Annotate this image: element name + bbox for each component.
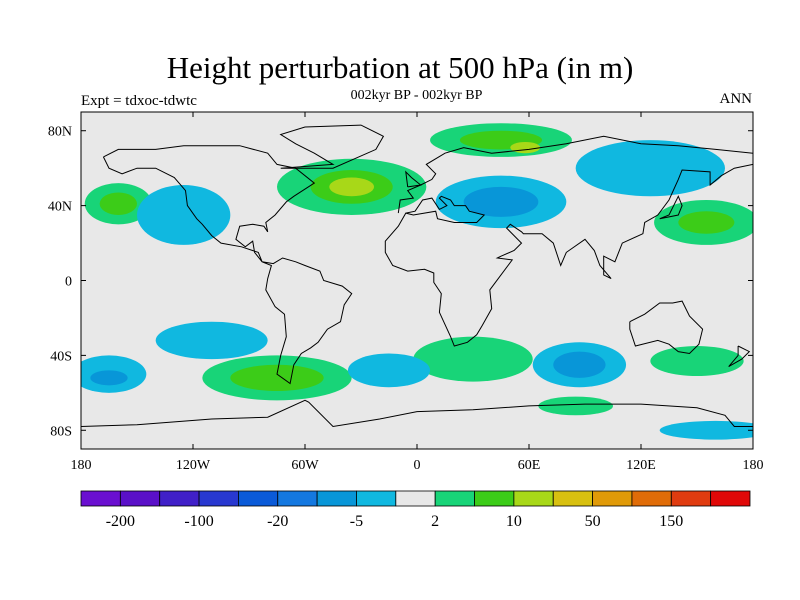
colorbar-label-3: -5 bbox=[350, 513, 363, 530]
colorbar-box-10 bbox=[474, 490, 515, 507]
coastline-8 bbox=[728, 345, 751, 368]
anomaly-contour-25 bbox=[659, 420, 753, 440]
colorbar-box-3 bbox=[198, 490, 239, 507]
colorbar-label-4: 2 bbox=[431, 513, 439, 530]
colorbar-box-11 bbox=[513, 490, 554, 507]
anomaly-contour-16 bbox=[463, 186, 539, 217]
anomaly-contour-12 bbox=[413, 336, 533, 382]
x-tick-label-2: 60W bbox=[291, 458, 319, 473]
anomaly-contour-21 bbox=[347, 353, 431, 388]
anomaly-contour-23 bbox=[553, 351, 606, 378]
coastline-4 bbox=[81, 399, 753, 428]
anomaly-contour-7 bbox=[99, 192, 137, 215]
x-tick-label-6: 180 bbox=[743, 458, 764, 473]
coastline-0 bbox=[102, 145, 353, 385]
coastline-7 bbox=[659, 195, 683, 220]
colorbar-label-5: 10 bbox=[506, 513, 522, 530]
y-tick-label-2: 0 bbox=[65, 275, 72, 290]
anomaly-contour-17 bbox=[137, 185, 231, 245]
colorbar-label-6: 50 bbox=[585, 513, 601, 530]
anomaly-contour-2 bbox=[510, 141, 541, 154]
colorbar-box-14 bbox=[631, 490, 672, 507]
coastline-6 bbox=[405, 170, 422, 188]
y-tick-label-0: 80N bbox=[48, 125, 72, 140]
x-tick-label-3: 0 bbox=[414, 458, 421, 473]
coastline-2 bbox=[384, 163, 753, 347]
colorbar-box-16 bbox=[710, 490, 751, 507]
season-label: ANN bbox=[719, 91, 753, 107]
anomaly-contour-5 bbox=[329, 177, 375, 197]
y-tick-label-4: 80S bbox=[50, 424, 72, 439]
anomaly-contour-9 bbox=[678, 211, 735, 234]
anomaly-contour-14 bbox=[538, 396, 614, 416]
colorbar: -200 -100 -20 -5 2 10 50 150 bbox=[80, 490, 751, 530]
colorbar-box-5 bbox=[277, 490, 318, 507]
colorbar-box-13 bbox=[592, 490, 633, 507]
colorbar-box-6 bbox=[316, 490, 357, 507]
coastline-1 bbox=[397, 135, 753, 214]
x-tick-label-1: 120W bbox=[176, 458, 211, 473]
anomaly-contour-13 bbox=[650, 346, 744, 376]
anomaly-contour-24 bbox=[575, 140, 725, 197]
coastlines bbox=[81, 124, 753, 428]
colorbar-box-9 bbox=[434, 490, 475, 507]
colorbar-box-12 bbox=[552, 490, 593, 507]
colorbar-label-7: 150 bbox=[659, 513, 683, 530]
chart-title: Height perturbation at 500 hPa (in m) bbox=[166, 50, 634, 85]
x-tick-label-5: 120E bbox=[626, 458, 656, 473]
x-tick-label-4: 60E bbox=[518, 458, 541, 473]
colorbar-box-15 bbox=[670, 490, 712, 507]
anomaly-contour-20 bbox=[90, 370, 128, 386]
chart-subtitle: 002kyr BP - 002kyr BP bbox=[350, 88, 483, 103]
anomaly-contour-18 bbox=[155, 321, 268, 360]
colorbar-box-2 bbox=[159, 490, 200, 507]
y-tick-label-1: 40N bbox=[48, 200, 72, 215]
experiment-label: Expt = tdxoc-tdwtc bbox=[81, 93, 197, 109]
colorbar-box-8 bbox=[395, 490, 436, 507]
y-tick-label-3: 40S bbox=[50, 349, 72, 364]
coastline-3 bbox=[629, 300, 704, 355]
colorbar-label-2: -20 bbox=[267, 513, 288, 530]
colorbar-box-0 bbox=[80, 490, 121, 507]
coastline-5 bbox=[279, 124, 385, 169]
colorbar-box-4 bbox=[238, 490, 279, 507]
anomaly-contour-11 bbox=[230, 364, 324, 391]
colorbar-box-7 bbox=[356, 490, 397, 507]
x-tick-label-0: 180 bbox=[71, 458, 92, 473]
colorbar-label-0: -200 bbox=[106, 513, 135, 530]
colorbar-label-1: -100 bbox=[184, 513, 213, 530]
colorbar-box-1 bbox=[119, 490, 161, 507]
